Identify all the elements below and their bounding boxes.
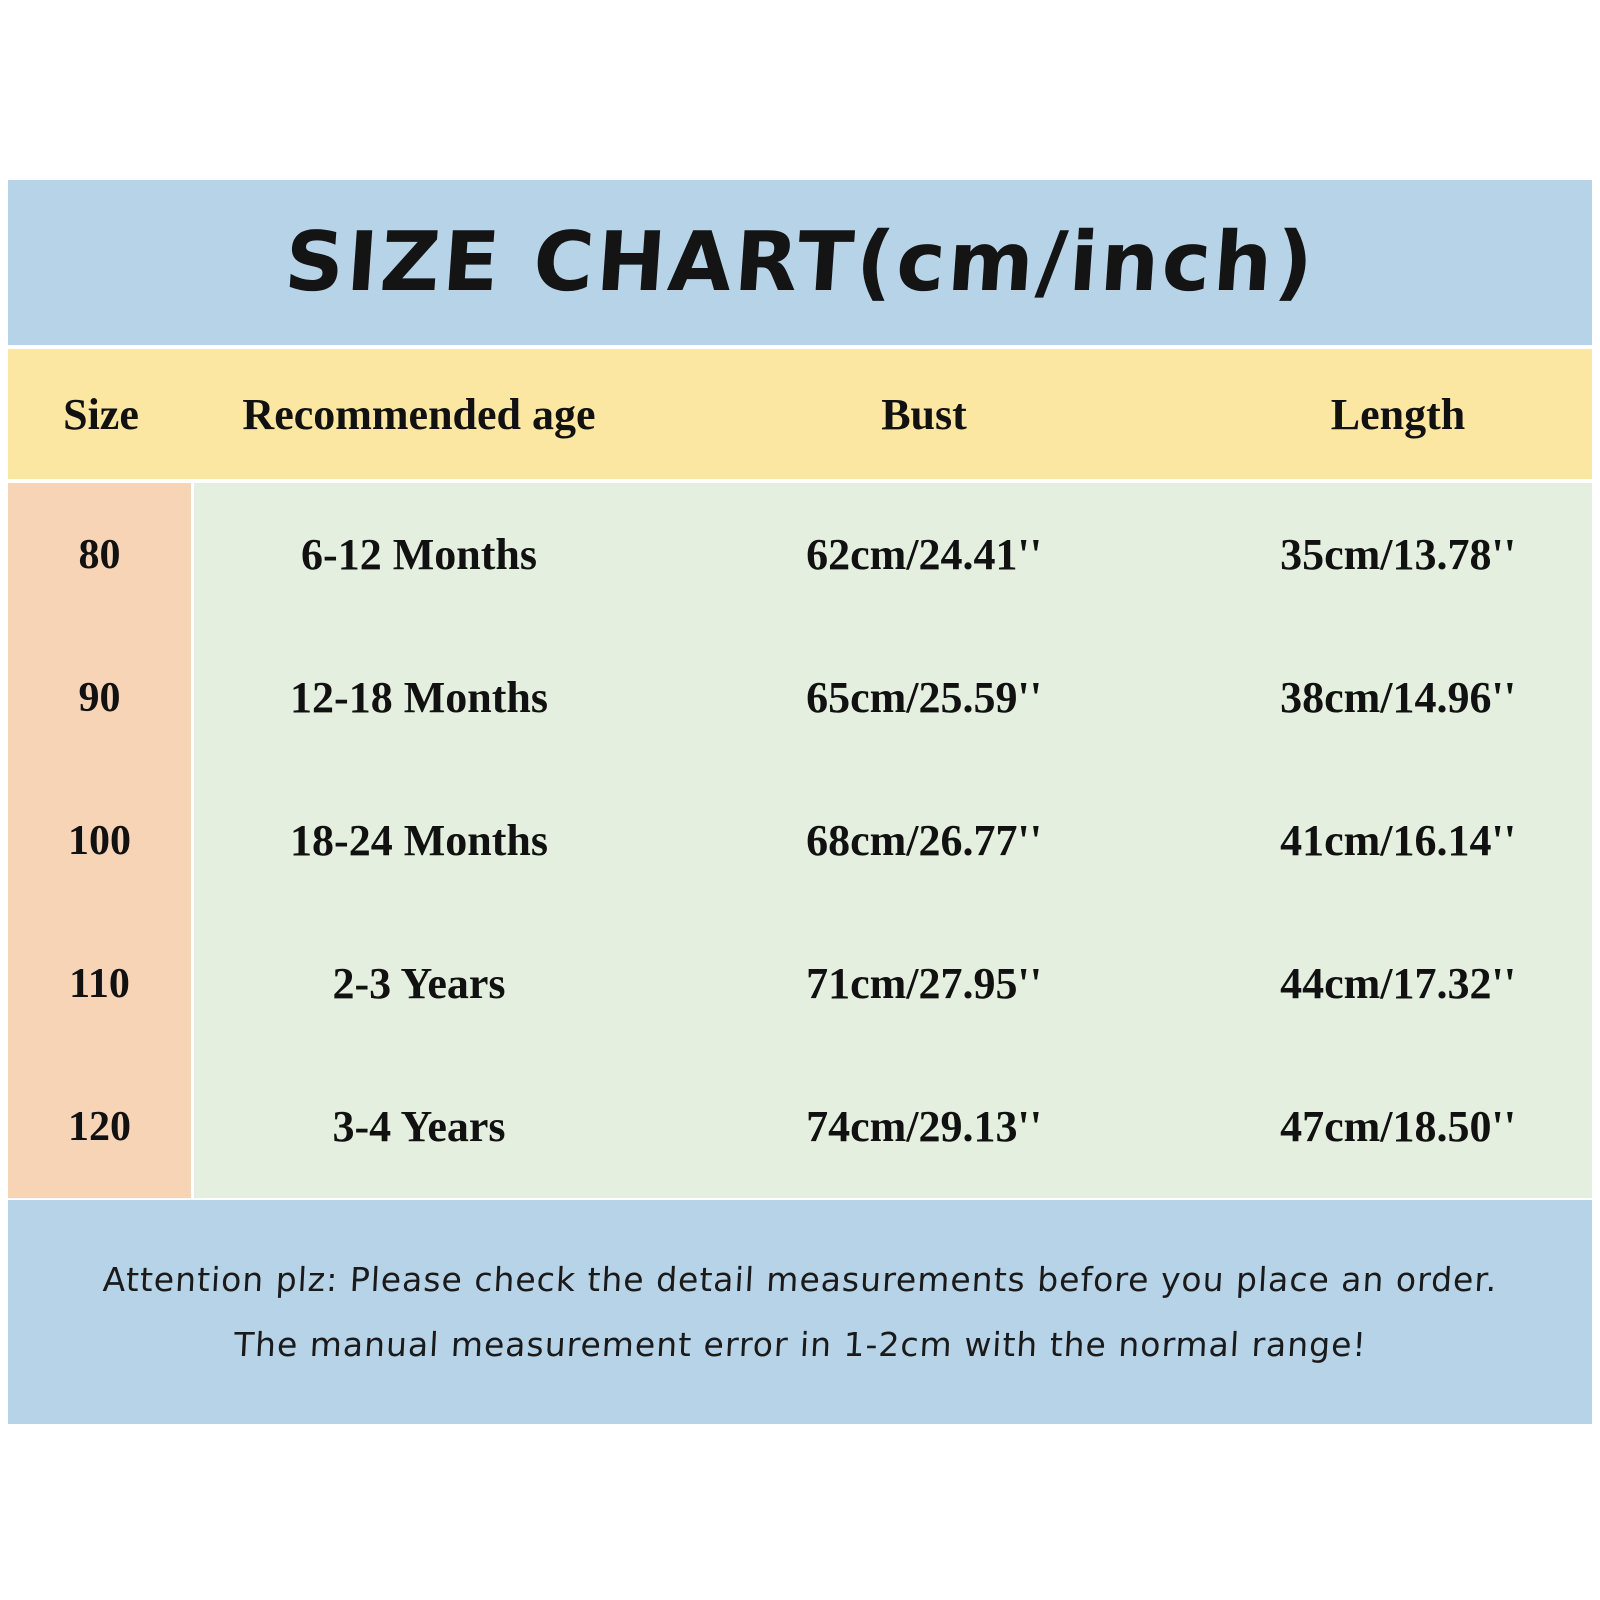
footer-note-line1: Attention plz: Please check the detail m…: [101, 1260, 1499, 1299]
cell-length: 44cm/17.32'': [1204, 912, 1592, 1055]
cell-bust: 65cm/25.59'': [644, 626, 1204, 769]
table-row: 100 18-24 Months 68cm/26.77'' 41cm/16.14…: [8, 769, 1592, 912]
cell-length: 38cm/14.96'': [1204, 626, 1592, 769]
column-header-size: Size: [63, 389, 139, 439]
column-header-age: Recommended age: [242, 389, 596, 439]
page-title: SIZE CHART(cm/inch): [281, 215, 1319, 310]
cell-bust: 68cm/26.77'': [644, 769, 1204, 912]
column-header-bust: Bust: [881, 389, 967, 439]
cell-age: 3-4 Years: [194, 1055, 644, 1198]
cell-length: 47cm/18.50'': [1204, 1055, 1592, 1198]
cell-size: 120: [8, 1055, 194, 1198]
table-row: 80 6-12 Months 62cm/24.41'' 35cm/13.78'': [8, 483, 1592, 626]
table-row: 110 2-3 Years 71cm/27.95'' 44cm/17.32'': [8, 912, 1592, 1055]
cell-length: 41cm/16.14'': [1204, 769, 1592, 912]
cell-age: 18-24 Months: [194, 769, 644, 912]
size-chart: SIZE CHART(cm/inch) Size Recommended age…: [8, 180, 1592, 1424]
title-banner: SIZE CHART(cm/inch): [8, 180, 1592, 345]
footer-note-line2: The manual measurement error in 1-2cm wi…: [232, 1325, 1368, 1364]
cell-length: 35cm/13.78'': [1204, 483, 1592, 626]
cell-size: 100: [8, 769, 194, 912]
attention-footer: Attention plz: Please check the detail m…: [8, 1200, 1592, 1424]
cell-age: 6-12 Months: [194, 483, 644, 626]
cell-bust: 74cm/29.13'': [644, 1055, 1204, 1198]
table-row: 120 3-4 Years 74cm/29.13'' 47cm/18.50'': [8, 1055, 1592, 1198]
cell-bust: 71cm/27.95'': [644, 912, 1204, 1055]
table-header-row: Size Recommended age Bust Length: [8, 349, 1592, 479]
cell-age: 12-18 Months: [194, 626, 644, 769]
column-header-length: Length: [1330, 389, 1466, 439]
table-row: 90 12-18 Months 65cm/25.59'' 38cm/14.96'…: [8, 626, 1592, 769]
cell-bust: 62cm/24.41'': [644, 483, 1204, 626]
cell-size: 110: [8, 912, 194, 1055]
cell-size: 90: [8, 626, 194, 769]
cell-size: 80: [8, 483, 194, 626]
cell-age: 2-3 Years: [194, 912, 644, 1055]
